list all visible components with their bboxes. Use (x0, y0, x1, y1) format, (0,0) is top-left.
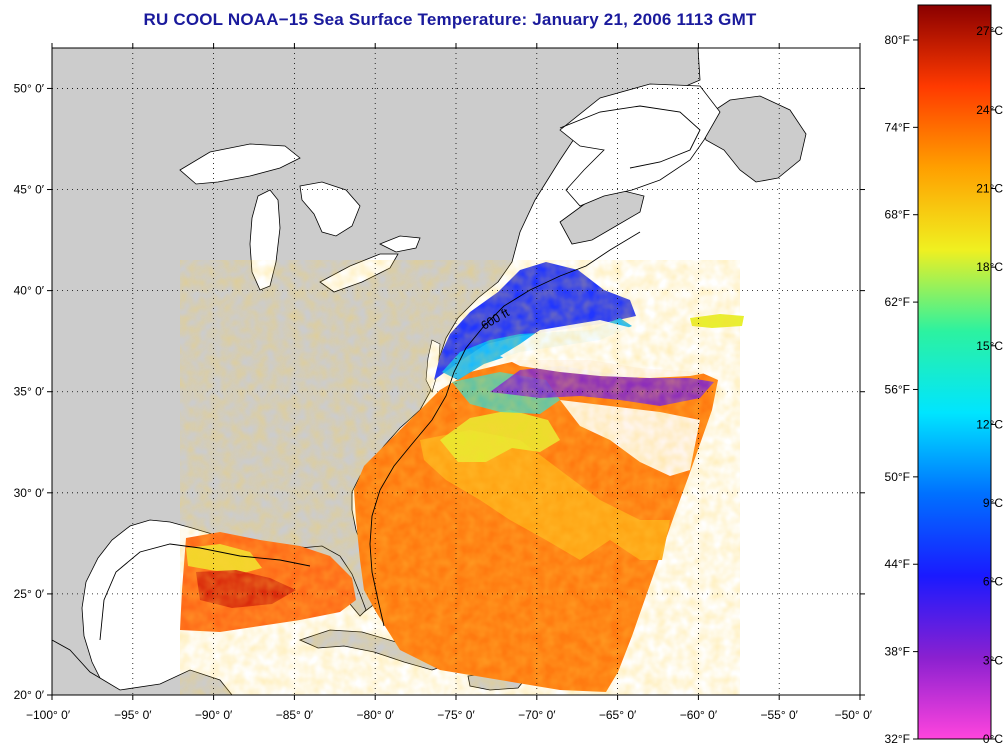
lon-tick-label: −100° 0′ (26, 708, 71, 722)
lake-huron (299, 181, 361, 237)
isobath-600ft-gulf (99, 543, 311, 641)
colorbar-bar (917, 4, 992, 740)
fahrenheit-label: 50°F (885, 470, 910, 484)
lon-tick-label: −90° 0′ (195, 708, 233, 722)
lat-tick-label: 25° 0′ (14, 587, 45, 601)
isobath-600ft-north (559, 105, 701, 169)
celsius-label: 27°C (976, 24, 1003, 38)
lat-tick-label: 35° 0′ (14, 385, 45, 399)
colorbar-labels: 0°C 3°C 6°C 9°C 12°C 15°C 18°C 21°C 24°C 27°C 32°F… (885, 24, 1004, 746)
lat-tick-label: 45° 0′ (14, 183, 45, 197)
lon-tick-label: −75° 0′ (437, 708, 475, 722)
land-newfoundland (699, 95, 807, 183)
fahrenheit-label: 44°F (885, 557, 910, 571)
fahrenheit-label: 32°F (885, 732, 910, 746)
celsius-label: 18°C (976, 260, 1003, 274)
celsius-label: 3°C (983, 653, 1003, 667)
fahrenheit-label: 56°F (885, 382, 910, 396)
celsius-label: 0°C (983, 732, 1003, 746)
lake-superior (179, 143, 301, 185)
sst-noise-texture (180, 260, 740, 695)
lon-tick-label: −65° 0′ (599, 708, 637, 722)
lon-tick-label: −60° 0′ (680, 708, 718, 722)
lon-tick-label: −50° 0′ (835, 708, 873, 722)
gulf-st-lawrence (559, 83, 721, 207)
celsius-label: 24°C (976, 103, 1003, 117)
lon-tick-label: −95° 0′ (114, 708, 152, 722)
celsius-label: 21°C (976, 182, 1003, 196)
lon-tick-label: −70° 0′ (518, 708, 556, 722)
lon-tick-label: −55° 0′ (760, 708, 798, 722)
fahrenheit-label: 38°F (885, 645, 910, 659)
lon-tick-label: −85° 0′ (276, 708, 314, 722)
celsius-label: 6°C (983, 575, 1003, 589)
sst-data-layer (180, 260, 744, 695)
isobath-600ft (369, 231, 641, 627)
lon-tick-label: −80° 0′ (356, 708, 394, 722)
lat-tick-label: 30° 0′ (14, 486, 45, 500)
celsius-label: 12°C (976, 417, 1003, 431)
fahrenheit-label: 62°F (885, 295, 910, 309)
map-area: 600 ft (52, 48, 860, 695)
lat-tick-label: 20° 0′ (14, 688, 45, 702)
map-title: RU COOL NOAA−15 Sea Surface Temperature:… (143, 10, 757, 29)
lat-tick-label: 50° 0′ (14, 81, 45, 95)
celsius-label: 9°C (983, 496, 1003, 510)
lat-tick-label: 40° 0′ (14, 284, 45, 298)
fahrenheit-label: 68°F (885, 208, 910, 222)
lake-ontario (379, 235, 421, 253)
fahrenheit-label: 74°F (885, 120, 910, 134)
colorbar: 0°C 3°C 6°C 9°C 12°C 15°C 18°C 21°C 24°C 27°C 32°F… (885, 4, 1004, 746)
map-axes: 20° 0′ 25° 0′ 30° 0′ 35° 0′ 40° 0′ 45° 0′ 50° … (14, 43, 873, 722)
celsius-label: 15°C (976, 339, 1003, 353)
fahrenheit-label: 80°F (885, 33, 910, 47)
